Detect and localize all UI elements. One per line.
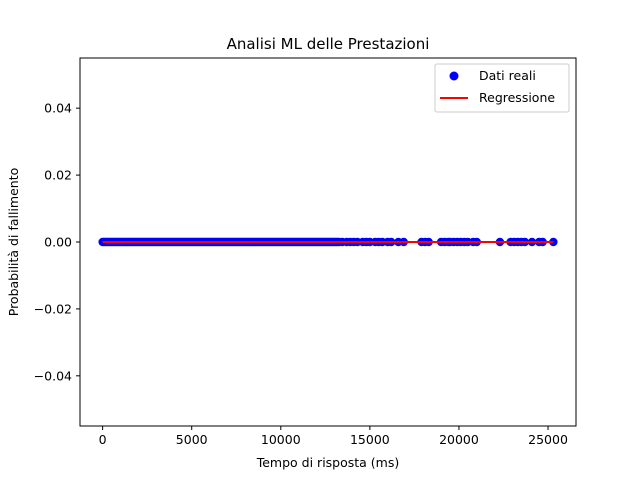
x-tick-label: 20000	[439, 432, 479, 447]
y-axis-label: Probabilità di fallimento	[6, 168, 21, 317]
x-axis-label: Tempo di risposta (ms)	[256, 455, 400, 470]
x-tick-label: 25000	[528, 432, 568, 447]
x-tick-label: 5000	[176, 432, 208, 447]
axes: 0 5000 10000 15000 20000 25000 −0.04 −0.02 0.00 0…	[34, 57, 577, 447]
y-tick-label: 0.02	[44, 168, 72, 183]
legend-label-dati-reali: Dati reali	[479, 68, 536, 83]
x-tick-label: 15000	[350, 432, 390, 447]
y-tick-label: 0.04	[44, 101, 72, 116]
x-tick-label: 10000	[261, 432, 301, 447]
chart-title: Analisi ML delle Prestazioni	[227, 35, 430, 53]
legend-box	[434, 63, 570, 113]
legend: Dati reali Regressione	[434, 63, 570, 113]
legend-label-regressione: Regressione	[479, 90, 555, 105]
plot-area	[98, 237, 558, 247]
legend-marker-dati-reali	[449, 71, 459, 81]
y-tick-label: −0.02	[34, 301, 72, 316]
y-tick-label: −0.04	[34, 368, 72, 383]
x-tick-label: 0	[99, 432, 107, 447]
y-tick-label: 0.00	[44, 235, 72, 250]
